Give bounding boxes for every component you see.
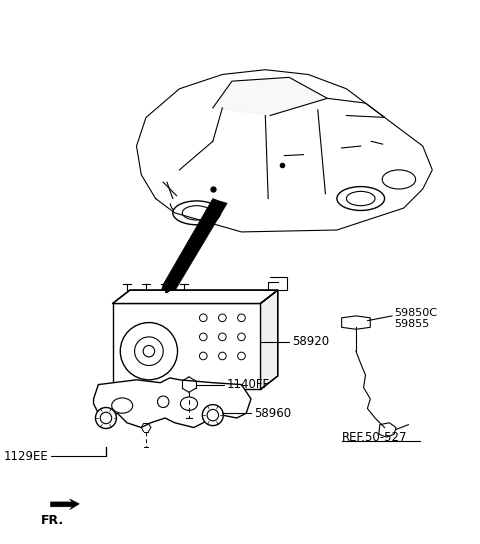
Polygon shape [261, 290, 278, 390]
Circle shape [218, 333, 226, 341]
Circle shape [238, 333, 245, 341]
Text: 1140FF: 1140FF [227, 378, 270, 391]
Text: REF.50-527: REF.50-527 [342, 430, 407, 443]
Circle shape [200, 314, 207, 322]
Ellipse shape [173, 201, 220, 225]
Text: FR.: FR. [41, 515, 64, 527]
Text: 58960: 58960 [254, 407, 291, 420]
Ellipse shape [100, 412, 112, 424]
Text: 1129EE: 1129EE [4, 450, 48, 462]
Polygon shape [94, 378, 251, 428]
Circle shape [218, 352, 226, 360]
Polygon shape [342, 316, 370, 329]
Circle shape [238, 314, 245, 322]
Ellipse shape [112, 398, 132, 413]
Bar [113, 304, 261, 390]
Polygon shape [160, 199, 227, 301]
Text: 58920: 58920 [292, 335, 329, 348]
Ellipse shape [207, 410, 218, 421]
Ellipse shape [143, 345, 155, 357]
Polygon shape [213, 77, 327, 115]
Text: 59850C: 59850C [394, 308, 437, 318]
Circle shape [218, 314, 226, 322]
Ellipse shape [120, 323, 178, 380]
Ellipse shape [382, 170, 416, 189]
Ellipse shape [96, 407, 117, 429]
Ellipse shape [180, 397, 198, 410]
Polygon shape [50, 499, 79, 510]
Ellipse shape [203, 405, 223, 425]
Circle shape [200, 333, 207, 341]
Text: 59855: 59855 [394, 319, 430, 329]
Ellipse shape [134, 337, 163, 366]
Polygon shape [379, 423, 396, 437]
Circle shape [200, 352, 207, 360]
Ellipse shape [337, 187, 384, 211]
Circle shape [157, 396, 169, 407]
Ellipse shape [182, 206, 211, 220]
Ellipse shape [347, 191, 375, 206]
Circle shape [238, 352, 245, 360]
Polygon shape [113, 290, 278, 304]
